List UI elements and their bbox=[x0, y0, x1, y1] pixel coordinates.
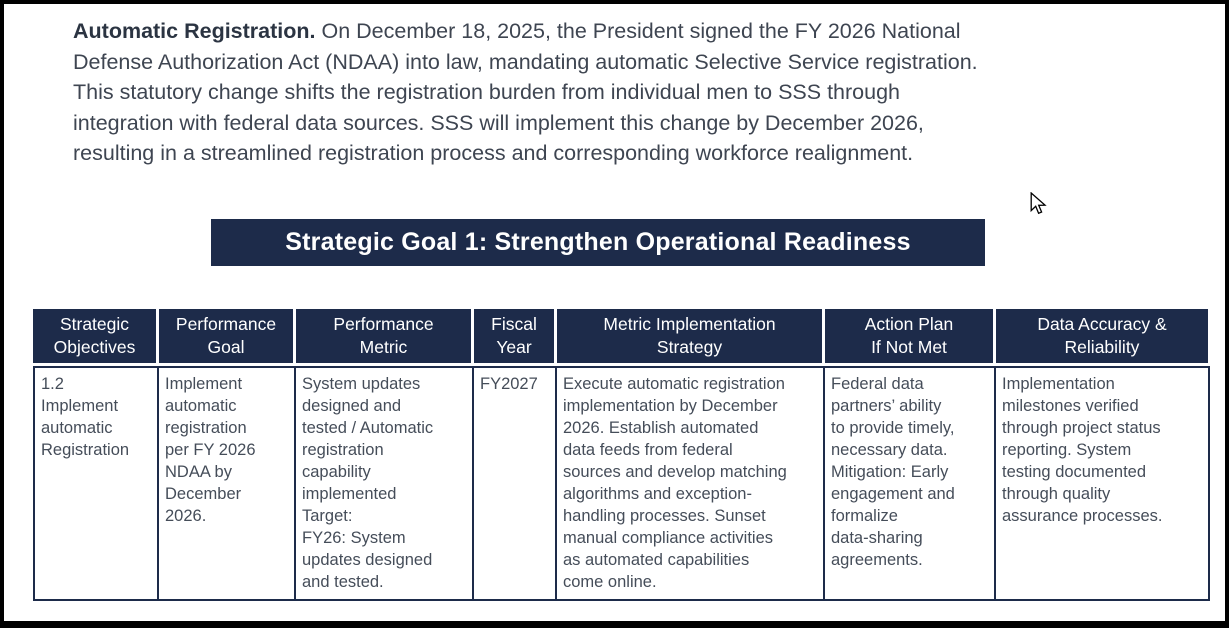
table-body-row: 1.2 Implement automatic Registration Imp… bbox=[33, 366, 1210, 601]
column-header-metric-implementation-strategy: Metric Implementation Strategy bbox=[557, 309, 822, 363]
cell-performance-goal: Implement automatic registration per FY … bbox=[159, 368, 296, 599]
section-banner: Strategic Goal 1: Strengthen Operational… bbox=[211, 219, 985, 266]
column-header-performance-metric: Performance Metric bbox=[296, 309, 471, 363]
mouse-cursor-icon bbox=[1030, 192, 1047, 215]
goals-table: Strategic Objectives Performance Goal Pe… bbox=[33, 309, 1210, 601]
table-header-row: Strategic Objectives Performance Goal Pe… bbox=[33, 309, 1210, 363]
section-banner-title: Strategic Goal 1: Strengthen Operational… bbox=[285, 228, 911, 256]
intro-paragraph: Automatic Registration. On December 18, … bbox=[73, 16, 1193, 169]
cell-strategic-objective: 1.2 Implement automatic Registration bbox=[35, 368, 159, 599]
cell-performance-metric: System updates designed and tested / Aut… bbox=[296, 368, 474, 599]
cell-action-plan: Federal data partners’ ability to provid… bbox=[825, 368, 996, 599]
cell-fiscal-year: FY2027 bbox=[474, 368, 557, 599]
cell-implementation-strategy: Execute automatic registration implement… bbox=[557, 368, 825, 599]
column-header-action-plan: Action Plan If Not Met bbox=[825, 309, 993, 363]
column-header-performance-goal: Performance Goal bbox=[159, 309, 293, 363]
paragraph-lead-bold: Automatic Registration. bbox=[73, 19, 316, 43]
column-header-strategic-objectives: Strategic Objectives bbox=[33, 309, 156, 363]
column-header-fiscal-year: Fiscal Year bbox=[474, 309, 554, 363]
cell-data-accuracy: Implementation milestones verified throu… bbox=[1002, 375, 1163, 525]
column-header-data-accuracy: Data Accuracy & Reliability bbox=[996, 309, 1208, 363]
paragraph-body-text: On December 18, 2025, the President sign… bbox=[73, 19, 978, 166]
